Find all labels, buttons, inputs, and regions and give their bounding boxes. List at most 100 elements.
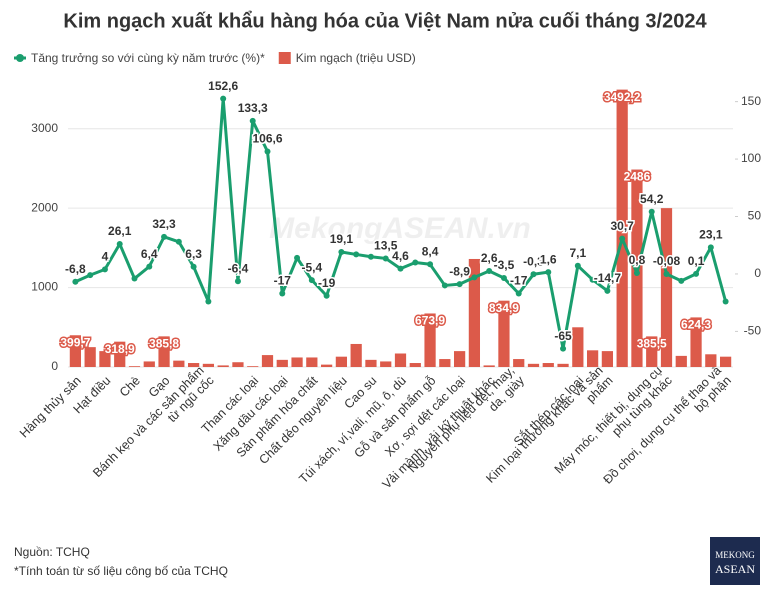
data-label: 54,2 xyxy=(640,192,664,206)
data-label: -0,08 xyxy=(653,254,681,268)
bar xyxy=(468,258,481,367)
bar xyxy=(616,89,628,368)
line-point xyxy=(220,95,227,102)
line-point xyxy=(175,238,182,245)
data-label: -6,4 xyxy=(228,261,249,275)
bar xyxy=(99,351,111,367)
line-point xyxy=(722,298,729,305)
line-point xyxy=(87,272,94,279)
bar xyxy=(320,364,333,367)
bar xyxy=(409,363,421,367)
line-point xyxy=(353,251,360,258)
line-point xyxy=(530,271,537,278)
data-label: 4,6 xyxy=(392,249,409,263)
data-label: 7,1 xyxy=(569,246,586,260)
bar xyxy=(439,359,451,367)
bar xyxy=(601,351,614,367)
data-label: 152,6 xyxy=(208,79,238,93)
x-tick-label: Chè xyxy=(117,374,143,400)
line-point xyxy=(190,263,197,270)
bar xyxy=(705,354,717,367)
line-point xyxy=(663,271,670,278)
data-label: 399,7 xyxy=(60,335,90,349)
bar xyxy=(128,366,141,367)
line-point xyxy=(471,274,478,281)
line-point xyxy=(72,278,79,285)
data-label: 32,3 xyxy=(152,217,176,231)
data-label: -6,8 xyxy=(65,262,86,276)
bar xyxy=(173,360,185,367)
data-label: 0,8 xyxy=(629,253,646,267)
bar xyxy=(572,327,584,367)
bar xyxy=(380,361,392,367)
line-point xyxy=(101,266,108,273)
line-point xyxy=(323,292,330,299)
y-tick-label: 2000 xyxy=(31,200,58,214)
data-label: 673,9 xyxy=(415,314,445,328)
data-label: 8,4 xyxy=(422,244,439,258)
line-point xyxy=(500,274,507,281)
data-label: 834,9 xyxy=(489,301,519,315)
bar xyxy=(187,363,200,367)
data-label: 6,3 xyxy=(185,247,202,261)
logo-text: MEKONG xyxy=(715,550,755,560)
bar xyxy=(646,336,658,367)
line-point xyxy=(382,255,389,262)
data-label: 385,8 xyxy=(149,337,179,351)
y-tick-label: 3000 xyxy=(31,121,58,135)
line-point xyxy=(161,233,168,240)
bar xyxy=(276,359,288,367)
chart-title: Kim ngạch xuất khẩu hàng hóa của Việt Na… xyxy=(63,10,707,32)
line-point xyxy=(308,277,315,284)
data-label: 624,3 xyxy=(681,318,711,332)
line-point xyxy=(486,267,493,274)
data-label: 23,1 xyxy=(699,228,723,242)
bar xyxy=(675,355,687,367)
data-label: -0,3 xyxy=(523,254,544,268)
line-point xyxy=(205,298,212,305)
data-label: -65 xyxy=(554,329,572,343)
line-point xyxy=(234,278,241,285)
bar xyxy=(158,336,170,367)
data-label: 2486 xyxy=(624,170,651,184)
bar xyxy=(335,356,348,367)
y2-tick-label: 0 xyxy=(754,266,761,280)
line-point xyxy=(279,290,286,297)
data-label: 318,9 xyxy=(105,342,135,356)
line-point xyxy=(619,235,626,242)
bar xyxy=(84,347,96,367)
bar xyxy=(498,300,510,367)
line-point xyxy=(589,276,596,283)
logo-text: ASEAN xyxy=(715,562,755,576)
line-point xyxy=(456,281,463,288)
data-label: -5,4 xyxy=(301,260,322,274)
data-label: -3,5 xyxy=(494,258,515,272)
source: Nguồn: TCHQ xyxy=(14,545,90,559)
line-point xyxy=(693,270,700,277)
bar xyxy=(291,357,303,367)
line-point xyxy=(294,254,301,261)
legend-marker xyxy=(278,52,291,64)
bar xyxy=(306,357,318,367)
data-label: -17 xyxy=(510,274,528,288)
line-point xyxy=(427,261,434,268)
bar xyxy=(719,356,732,367)
logo-box xyxy=(710,537,760,585)
line-point xyxy=(560,345,567,352)
bar xyxy=(114,341,126,367)
bar xyxy=(143,361,155,367)
data-label: 106,6 xyxy=(252,132,282,146)
line-point xyxy=(264,148,271,155)
bar xyxy=(394,353,407,367)
data-label: 30,7 xyxy=(610,219,634,233)
legend-label: Kim ngạch (triệu USD) xyxy=(296,51,416,65)
bar xyxy=(660,208,673,367)
line-point xyxy=(397,265,404,272)
bar xyxy=(527,363,540,367)
line-point xyxy=(515,290,522,297)
y-tick-label: 1000 xyxy=(31,280,58,294)
data-label: 0,1 xyxy=(688,254,705,268)
line-point xyxy=(633,270,640,277)
line-point xyxy=(116,240,123,247)
